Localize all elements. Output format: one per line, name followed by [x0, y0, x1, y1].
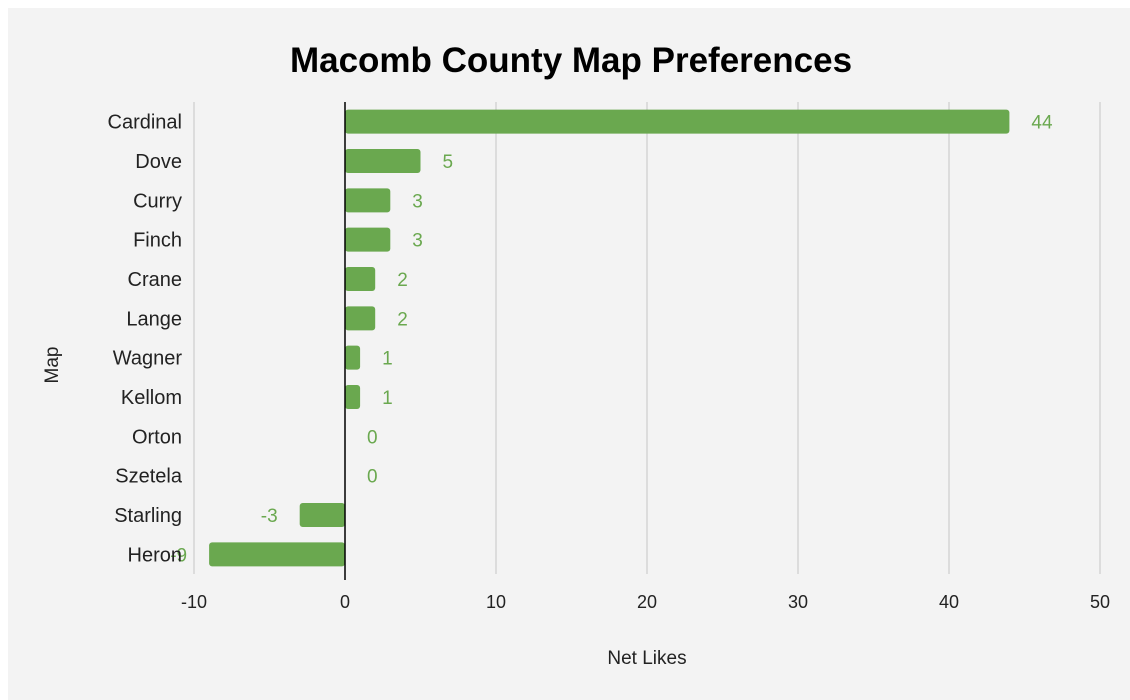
data-label-crane: 2	[397, 270, 408, 291]
bar-heron	[209, 542, 345, 567]
data-label-wagner: 1	[382, 349, 393, 370]
category-labels: Cardinal Dove Curry Finch Crane Lange Wagner Ke…	[108, 112, 183, 567]
bar-lange	[345, 306, 376, 331]
category-label-orton: Orton	[132, 426, 182, 448]
data-label-dove: 5	[443, 152, 454, 173]
chart-frame: Macomb County Map Preferences 44 5 3 3 2 2 1 1 0…	[8, 8, 1130, 700]
category-label-lange: Lange	[126, 308, 182, 330]
data-label-starling: -3	[261, 506, 278, 527]
data-label-cardinal: 44	[1031, 113, 1053, 134]
bar-finch	[345, 227, 391, 252]
data-label-heron: -9	[170, 545, 187, 566]
x-axis-title: Net Likes	[607, 648, 686, 669]
x-tick-label: -10	[181, 592, 207, 612]
category-label-curry: Curry	[133, 190, 182, 212]
x-tick-label: 50	[1090, 592, 1110, 612]
bar-curry	[345, 188, 391, 213]
data-label-curry: 3	[412, 191, 423, 212]
chart-title: Macomb County Map Preferences	[290, 41, 852, 80]
bars	[209, 109, 1010, 567]
category-label-starling: Starling	[114, 505, 182, 527]
data-label-kellom: 1	[382, 388, 393, 409]
x-tick-label: 0	[340, 592, 350, 612]
data-label-lange: 2	[397, 309, 408, 330]
data-label-szetela: 0	[367, 467, 378, 488]
x-tick-label: 40	[939, 592, 959, 612]
x-tick-label: 20	[637, 592, 657, 612]
bar-chart: Macomb County Map Preferences 4453322110…	[42, 41, 1110, 669]
gridlines	[193, 102, 1101, 574]
bar-wagner	[345, 345, 361, 370]
x-tick-labels: -10 0 10 20 30 40 50	[181, 592, 1110, 612]
category-label-finch: Finch	[133, 230, 182, 252]
bar-crane	[345, 267, 376, 291]
category-label-szetela: Szetela	[115, 466, 183, 488]
x-tick-label: 30	[788, 592, 808, 612]
data-label-finch: 3	[412, 231, 423, 252]
category-label-kellom: Kellom	[121, 387, 182, 409]
y-axis-title: Map	[42, 347, 63, 384]
category-label-crane: Crane	[128, 269, 182, 291]
category-label-cardinal: Cardinal	[108, 112, 182, 134]
bar-dove	[345, 149, 421, 173]
bar-cardinal	[345, 109, 1010, 134]
category-label-heron: Heron	[128, 544, 182, 566]
x-tick-label: 10	[486, 592, 506, 612]
data-label-orton: 0	[367, 427, 378, 448]
bar-starling	[299, 503, 345, 527]
bar-kellom	[345, 385, 361, 409]
category-label-dove: Dove	[135, 151, 182, 173]
category-label-wagner: Wagner	[113, 348, 183, 370]
